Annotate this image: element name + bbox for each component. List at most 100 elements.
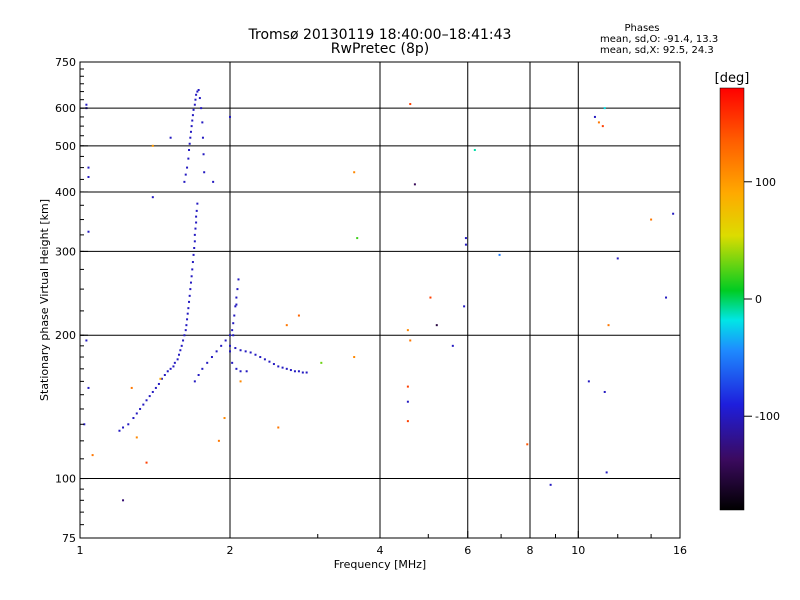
- echo-point: [650, 218, 653, 221]
- echo-point: [406, 420, 409, 423]
- echo-point: [451, 344, 454, 347]
- echo-point: [297, 314, 300, 317]
- echo-point: [139, 407, 142, 410]
- echo-point: [188, 300, 191, 303]
- echo-point: [145, 461, 148, 464]
- echo-point: [191, 268, 194, 271]
- plot-grid: [80, 62, 680, 538]
- echo-point: [191, 119, 194, 122]
- echo-point: [193, 233, 196, 236]
- echo-point: [159, 377, 162, 380]
- phase-stats-o: mean, sd,O: -91.4, 13.3: [600, 34, 719, 45]
- echo-point: [193, 103, 196, 106]
- echo-point: [177, 353, 180, 356]
- echo-point: [587, 380, 590, 383]
- echo-point: [254, 353, 257, 356]
- echo-point: [186, 166, 189, 169]
- echo-point: [235, 296, 238, 299]
- echo-point: [182, 339, 185, 342]
- echo-point: [166, 370, 169, 373]
- echo-point: [305, 371, 308, 374]
- echo-point: [234, 347, 237, 350]
- echo-point: [151, 196, 154, 199]
- chart-title: Tromsø 20130119 18:40:00–18:41:43: [248, 27, 512, 43]
- echo-point: [597, 121, 600, 124]
- echo-point: [237, 278, 240, 281]
- echo-point: [191, 261, 194, 264]
- echo-point: [229, 350, 231, 353]
- x-tick-label: 10: [571, 544, 585, 557]
- echo-point: [154, 386, 157, 389]
- x-axis-ticks: 1 2 4 6 8 10 16: [77, 531, 687, 557]
- echo-point: [148, 395, 151, 398]
- echo-point: [87, 386, 90, 389]
- echo-point: [157, 382, 160, 385]
- echo-point: [188, 294, 191, 297]
- colorbar-tick-label: -100: [755, 410, 780, 423]
- echo-point: [607, 324, 610, 327]
- echo-point: [193, 247, 196, 250]
- echo-point: [464, 237, 467, 240]
- echo-point: [277, 426, 280, 429]
- echo-point: [231, 361, 234, 364]
- echo-point: [473, 148, 476, 151]
- echo-point: [435, 324, 438, 327]
- echo-point: [409, 103, 412, 106]
- echo-point: [409, 339, 412, 342]
- echo-point: [236, 288, 239, 291]
- x-axis-label: Frequency [MHz]: [334, 558, 426, 571]
- echo-point: [193, 240, 196, 243]
- echo-point: [672, 212, 675, 215]
- echo-point: [616, 257, 619, 260]
- echo-point: [185, 324, 188, 327]
- echo-point: [142, 403, 145, 406]
- echo-point: [320, 361, 323, 364]
- echo-point: [186, 312, 189, 315]
- data-points: [83, 88, 675, 502]
- echo-point: [189, 288, 192, 291]
- echo-point: [130, 386, 133, 389]
- echo-point: [195, 221, 198, 224]
- y-axis-label: Stationary phase Virtual Height [km]: [38, 199, 51, 401]
- echo-point: [151, 390, 154, 393]
- echo-point: [151, 144, 154, 147]
- echo-point: [201, 367, 204, 370]
- colorbar-tick-label: 100: [755, 176, 776, 189]
- echo-point: [239, 349, 242, 352]
- echo-point: [179, 349, 182, 352]
- echo-point: [232, 322, 235, 325]
- echo-point: [605, 471, 608, 474]
- echo-point: [194, 98, 197, 101]
- echo-point: [249, 351, 252, 354]
- echo-point: [85, 103, 88, 106]
- colorbar-tick-label: 0: [755, 293, 762, 306]
- echo-point: [526, 443, 529, 446]
- echo-point: [192, 253, 195, 256]
- echo-point: [145, 399, 148, 402]
- y-tick-label: 200: [55, 329, 76, 342]
- echo-point: [201, 121, 204, 124]
- echo-point: [231, 329, 234, 332]
- echo-point: [229, 334, 231, 337]
- echo-point: [196, 90, 199, 93]
- echo-point: [406, 400, 409, 403]
- echo-point: [184, 329, 187, 332]
- echo-point: [224, 339, 227, 342]
- echo-point: [160, 377, 163, 380]
- colorbar-ticks: 100 0 -100: [744, 176, 780, 423]
- echo-point: [285, 367, 288, 370]
- echo-point: [406, 329, 409, 332]
- echo-point: [187, 157, 190, 160]
- echo-point: [135, 412, 138, 415]
- x-tick-label: 2: [227, 544, 234, 557]
- echo-point: [87, 175, 90, 178]
- echo-point: [189, 281, 192, 284]
- echo-point: [206, 361, 209, 364]
- echo-point: [301, 371, 304, 374]
- echo-point: [197, 374, 200, 377]
- x-tick-label: 6: [464, 544, 471, 557]
- echo-point: [413, 183, 416, 186]
- echo-point: [197, 88, 200, 91]
